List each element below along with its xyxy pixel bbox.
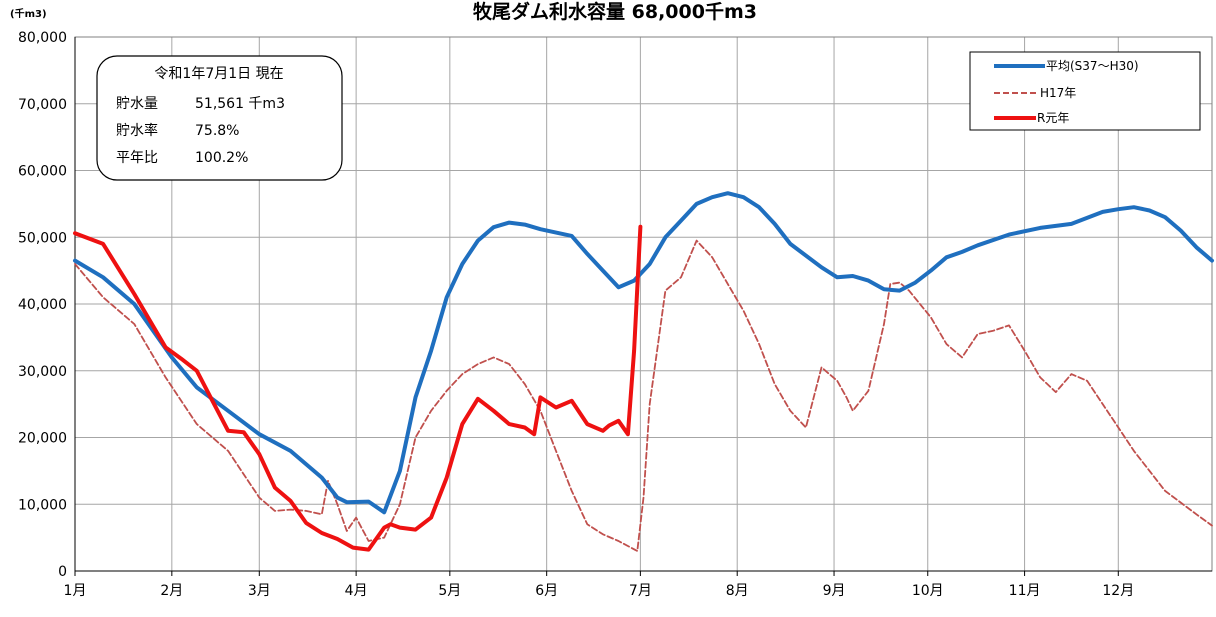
x-tick-label: 12月 [1102,583,1134,599]
y-tick-label: 40,000 [18,297,67,313]
y-tick-label: 0 [58,564,67,580]
chart-title: 牧尾ダム利水容量 68,000千m3 [473,0,757,23]
y-tick-label: 10,000 [18,497,67,513]
legend: 平均(S37～H30) H17年 R元年 [969,51,1201,131]
x-tick-label: 11月 [1009,583,1041,599]
x-tick-label: 7月 [629,583,652,599]
series-lines [73,191,1214,552]
x-tick-label: 3月 [248,583,271,599]
info-rate-value: 75.8% [195,123,239,139]
series-line-average [73,191,1214,515]
y-axis-unit: (千m3) [10,7,47,20]
legend-label-h17: H17年 [1040,86,1076,100]
legend-label-average: 平均(S37～H30) [1046,59,1139,73]
x-tick-label: 2月 [160,583,183,599]
info-ratio-value: 100.2% [195,150,248,166]
info-date: 令和1年7月1日 現在 [154,66,283,82]
y-tick-label: 70,000 [18,97,67,113]
y-tick-label: 50,000 [18,230,67,246]
info-storage-value: 51,561 千m3 [195,96,285,112]
info-box-frame [96,55,343,181]
info-storage-label: 貯水量 [116,96,158,112]
info-rate-label: 貯水率 [116,122,158,139]
legend-label-r1: R元年 [1037,111,1069,125]
info-ratio-label: 平年比 [116,150,158,166]
x-tick-label: 4月 [345,583,368,599]
y-tick-label: 20,000 [18,431,67,447]
x-tick-label: 8月 [726,583,749,599]
axes: 0 10,000 20,000 30,000 40,000 50,000 60,000 70,… [18,30,1212,599]
info-box: 令和1年7月1日 現在 貯水量 51,561 千m3 貯水率 75.8% 平年比… [96,55,343,181]
x-tick-label: 6月 [535,583,558,599]
y-tick-label: 60,000 [18,164,67,180]
x-tick-label: 1月 [64,583,87,599]
x-tick-label: 10月 [912,583,944,599]
x-tick-label: 5月 [438,583,461,599]
x-tick-label: 9月 [823,583,846,599]
y-tick-label: 30,000 [18,364,67,380]
series-line-r1 [73,224,643,552]
y-tick-label: 80,000 [18,30,67,46]
